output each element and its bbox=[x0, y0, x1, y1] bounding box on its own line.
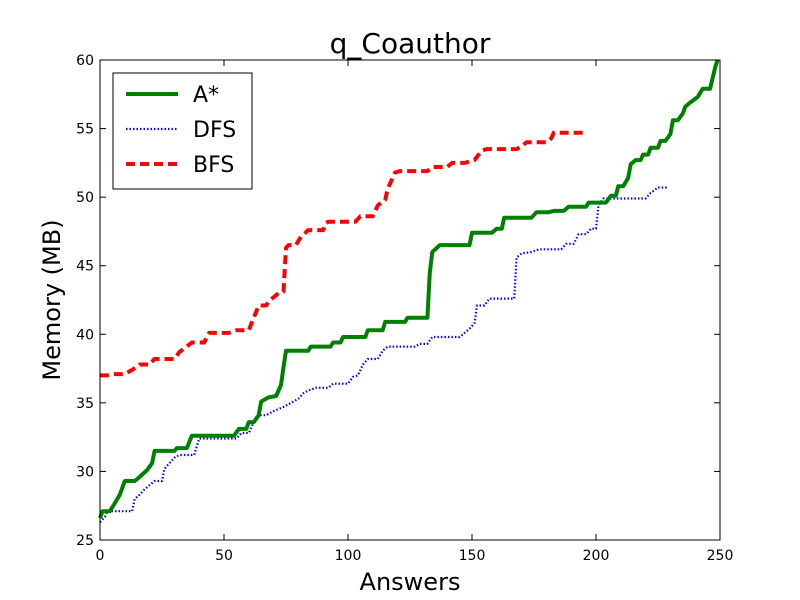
chart-title: q_Coauthor bbox=[330, 27, 491, 60]
legend: A* DFS BFS bbox=[112, 72, 253, 190]
y-axis: 25 30 35 40 45 50 55 60 bbox=[76, 53, 720, 549]
y-tick-label: 30 bbox=[76, 464, 94, 480]
plot-lines bbox=[98, 59, 720, 523]
legend-label: BFS bbox=[193, 153, 234, 178]
x-tick-label: 0 bbox=[96, 548, 105, 564]
y-tick-label: 25 bbox=[76, 533, 94, 549]
series-line-dfs bbox=[99, 186, 668, 523]
y-axis-title: Memory (MB) bbox=[38, 219, 66, 380]
x-tick-label: 100 bbox=[335, 548, 362, 564]
x-axis: 0 50 100 150 200 250 bbox=[96, 60, 734, 564]
y-tick-label: 60 bbox=[76, 53, 94, 69]
series-line-bfs bbox=[100, 130, 584, 378]
y-tick-label: 55 bbox=[76, 122, 94, 138]
legend-label: DFS bbox=[193, 118, 236, 143]
y-tick-label: 45 bbox=[76, 259, 94, 275]
y-tick-label: 50 bbox=[76, 190, 94, 206]
legend-label: A* bbox=[193, 83, 219, 108]
series-line-a bbox=[98, 59, 720, 519]
x-axis-title: Answers bbox=[360, 568, 461, 596]
y-tick-label: 35 bbox=[76, 396, 94, 412]
y-tick-label: 40 bbox=[76, 327, 94, 343]
x-tick-label: 200 bbox=[583, 548, 610, 564]
x-tick-label: 150 bbox=[459, 548, 486, 564]
x-tick-label: 250 bbox=[707, 548, 734, 564]
x-tick-label: 50 bbox=[215, 548, 233, 564]
plot-frame bbox=[99, 59, 721, 541]
